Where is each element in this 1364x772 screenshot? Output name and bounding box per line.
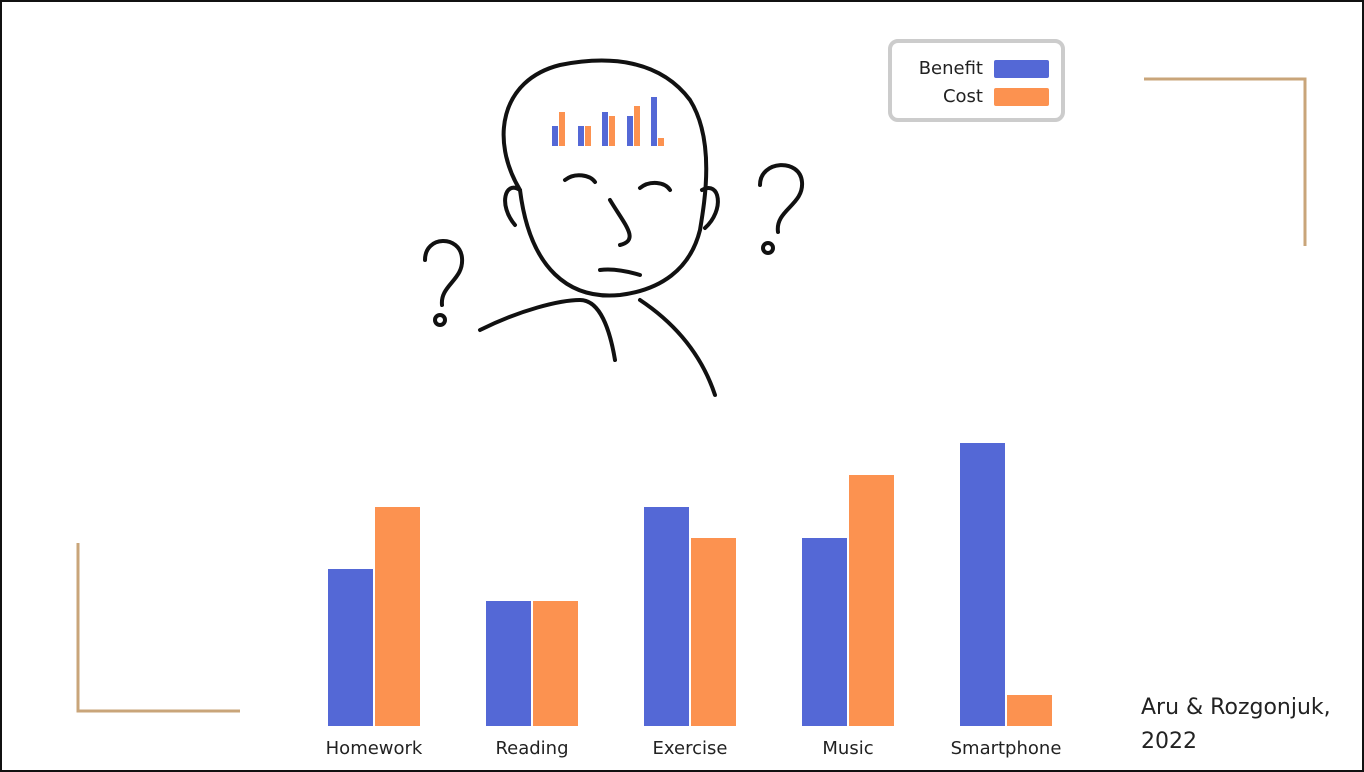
x-tick-label: Exercise [653, 738, 728, 759]
x-tick-label: Homework [326, 738, 423, 759]
citation: Aru & Rozgonjuk, [1141, 695, 1331, 720]
legend: Benefit Cost [919, 58, 1049, 107]
legend-swatch [994, 60, 1049, 78]
legend-swatch [994, 88, 1049, 106]
bar [691, 538, 736, 726]
x-tick-label: Reading [495, 738, 568, 759]
bar [328, 569, 373, 726]
thinking-person [423, 58, 805, 397]
citation: 2022 [1141, 729, 1197, 754]
corner-decor [76, 77, 1307, 713]
x-tick-label: Music [822, 738, 873, 759]
legend-label: Cost [943, 86, 983, 107]
bar [1007, 695, 1052, 726]
legend-box [888, 39, 1065, 122]
head-mini-bars [552, 97, 664, 146]
legend-label: Benefit [919, 58, 983, 79]
bar [644, 507, 689, 726]
bar [849, 475, 894, 726]
bar [960, 443, 1005, 726]
bar [375, 507, 420, 726]
bar [533, 601, 578, 726]
bar [486, 601, 531, 726]
x-tick-label: Smartphone [951, 738, 1062, 759]
bar [802, 538, 847, 726]
